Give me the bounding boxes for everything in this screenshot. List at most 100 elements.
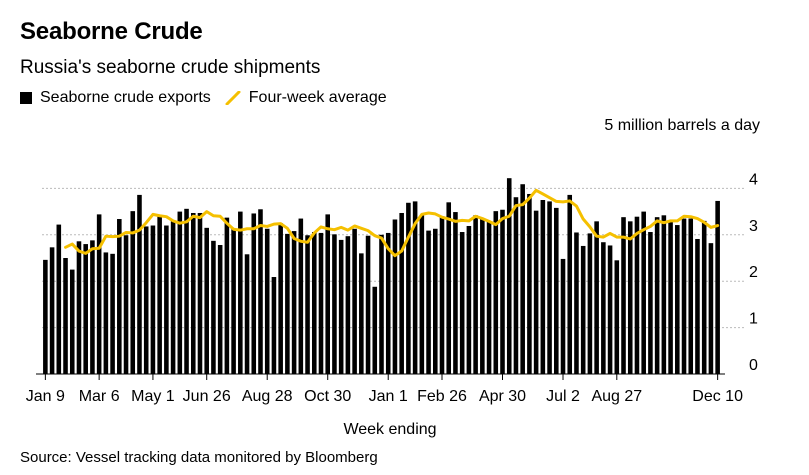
bar [466,225,472,374]
bar [372,286,378,374]
bar [231,229,236,374]
x-axis-title: Week ending [343,421,437,438]
bar [110,253,115,374]
bar [459,232,465,374]
bar [654,217,660,374]
bar [157,215,162,374]
bar [311,232,317,374]
y-tick-label: 1 [749,311,758,328]
bar [211,240,216,374]
bar [318,232,324,374]
legend-line-swatch [225,91,241,105]
y-axis-unit-label: 5 million barrels a day [604,117,760,134]
legend-line-label: Four-week average [248,89,387,106]
x-axis-ticks: Jan 9 Mar 6 May 1 Jun 26 Aug 28 Oct 30 Jan 1 Fe… [26,374,743,405]
bar [661,215,667,374]
bar [244,254,250,374]
bar [675,225,680,374]
x-tick-label: Oct 30 [304,388,351,405]
bar [607,245,613,374]
line-series [64,188,720,258]
bar [56,224,62,374]
bar [379,234,384,374]
bar [338,239,344,374]
bar [43,259,48,374]
bar [123,235,129,374]
bar [291,231,297,374]
bar [426,230,431,374]
chart-title: Seaborne Crude [20,18,203,45]
bar [627,221,633,374]
bar [285,233,290,374]
bar [352,228,357,374]
bar [406,202,411,374]
bar [164,225,169,374]
bar [621,217,626,374]
bar [594,221,599,374]
bar [345,236,351,374]
chart-legend: Seaborne crude exports Four-week average [20,89,387,107]
bar [325,214,330,374]
x-tick-label: Jul 2 [546,388,580,405]
bar [49,247,55,374]
bar [190,212,196,374]
x-tick-label: Aug 27 [591,388,642,405]
bar [197,212,203,374]
bar [204,227,209,374]
y-tick-label: 3 [749,218,758,235]
bar [177,211,183,374]
bar [150,225,156,374]
x-tick-label: Jan 1 [369,388,408,405]
bar [305,235,310,374]
bar [433,228,438,374]
x-tick-label: Apr 30 [479,388,526,405]
bar [83,244,88,374]
bar [278,223,283,374]
bar [708,243,714,374]
bar [117,219,122,374]
bar [332,234,337,374]
bar [419,215,425,374]
bar [130,211,136,374]
bar [614,260,620,374]
bar [271,277,277,374]
y-tick-label: 4 [749,171,758,188]
bar [641,211,646,374]
bar [446,202,452,374]
bar [634,216,640,374]
x-tick-label: Jun 26 [183,388,231,405]
x-tick-label: Aug 28 [242,388,293,405]
bar [500,209,505,374]
x-tick-label: Jan 9 [26,388,65,405]
bar [560,258,566,374]
bar [533,210,539,374]
bar [103,252,109,374]
bar [184,208,189,374]
bar [251,213,257,374]
bar [224,217,230,374]
four-week-average-line [64,188,720,258]
x-tick-label: Mar 6 [79,388,120,405]
bar [554,207,559,374]
bar [547,201,552,374]
bar [143,226,149,374]
y-tick-label: 0 [749,357,758,374]
bar [681,218,687,374]
x-tick-label: May 1 [131,388,175,405]
bar [96,214,102,374]
x-tick-label: Dec 10 [692,388,743,405]
bar [715,200,720,374]
bar [298,218,304,374]
bar [668,220,673,374]
bar [439,216,445,374]
bar [701,220,707,374]
bar [648,232,653,374]
bar [513,197,519,374]
source-note: Source: Vessel tracking data monitored b… [20,449,378,466]
bar [527,193,532,374]
bar [540,200,546,374]
bar [580,245,586,374]
y-tick-label: 2 [749,264,758,281]
chart-subtitle: Russia's seaborne crude shipments [20,57,321,78]
bar [412,201,418,374]
